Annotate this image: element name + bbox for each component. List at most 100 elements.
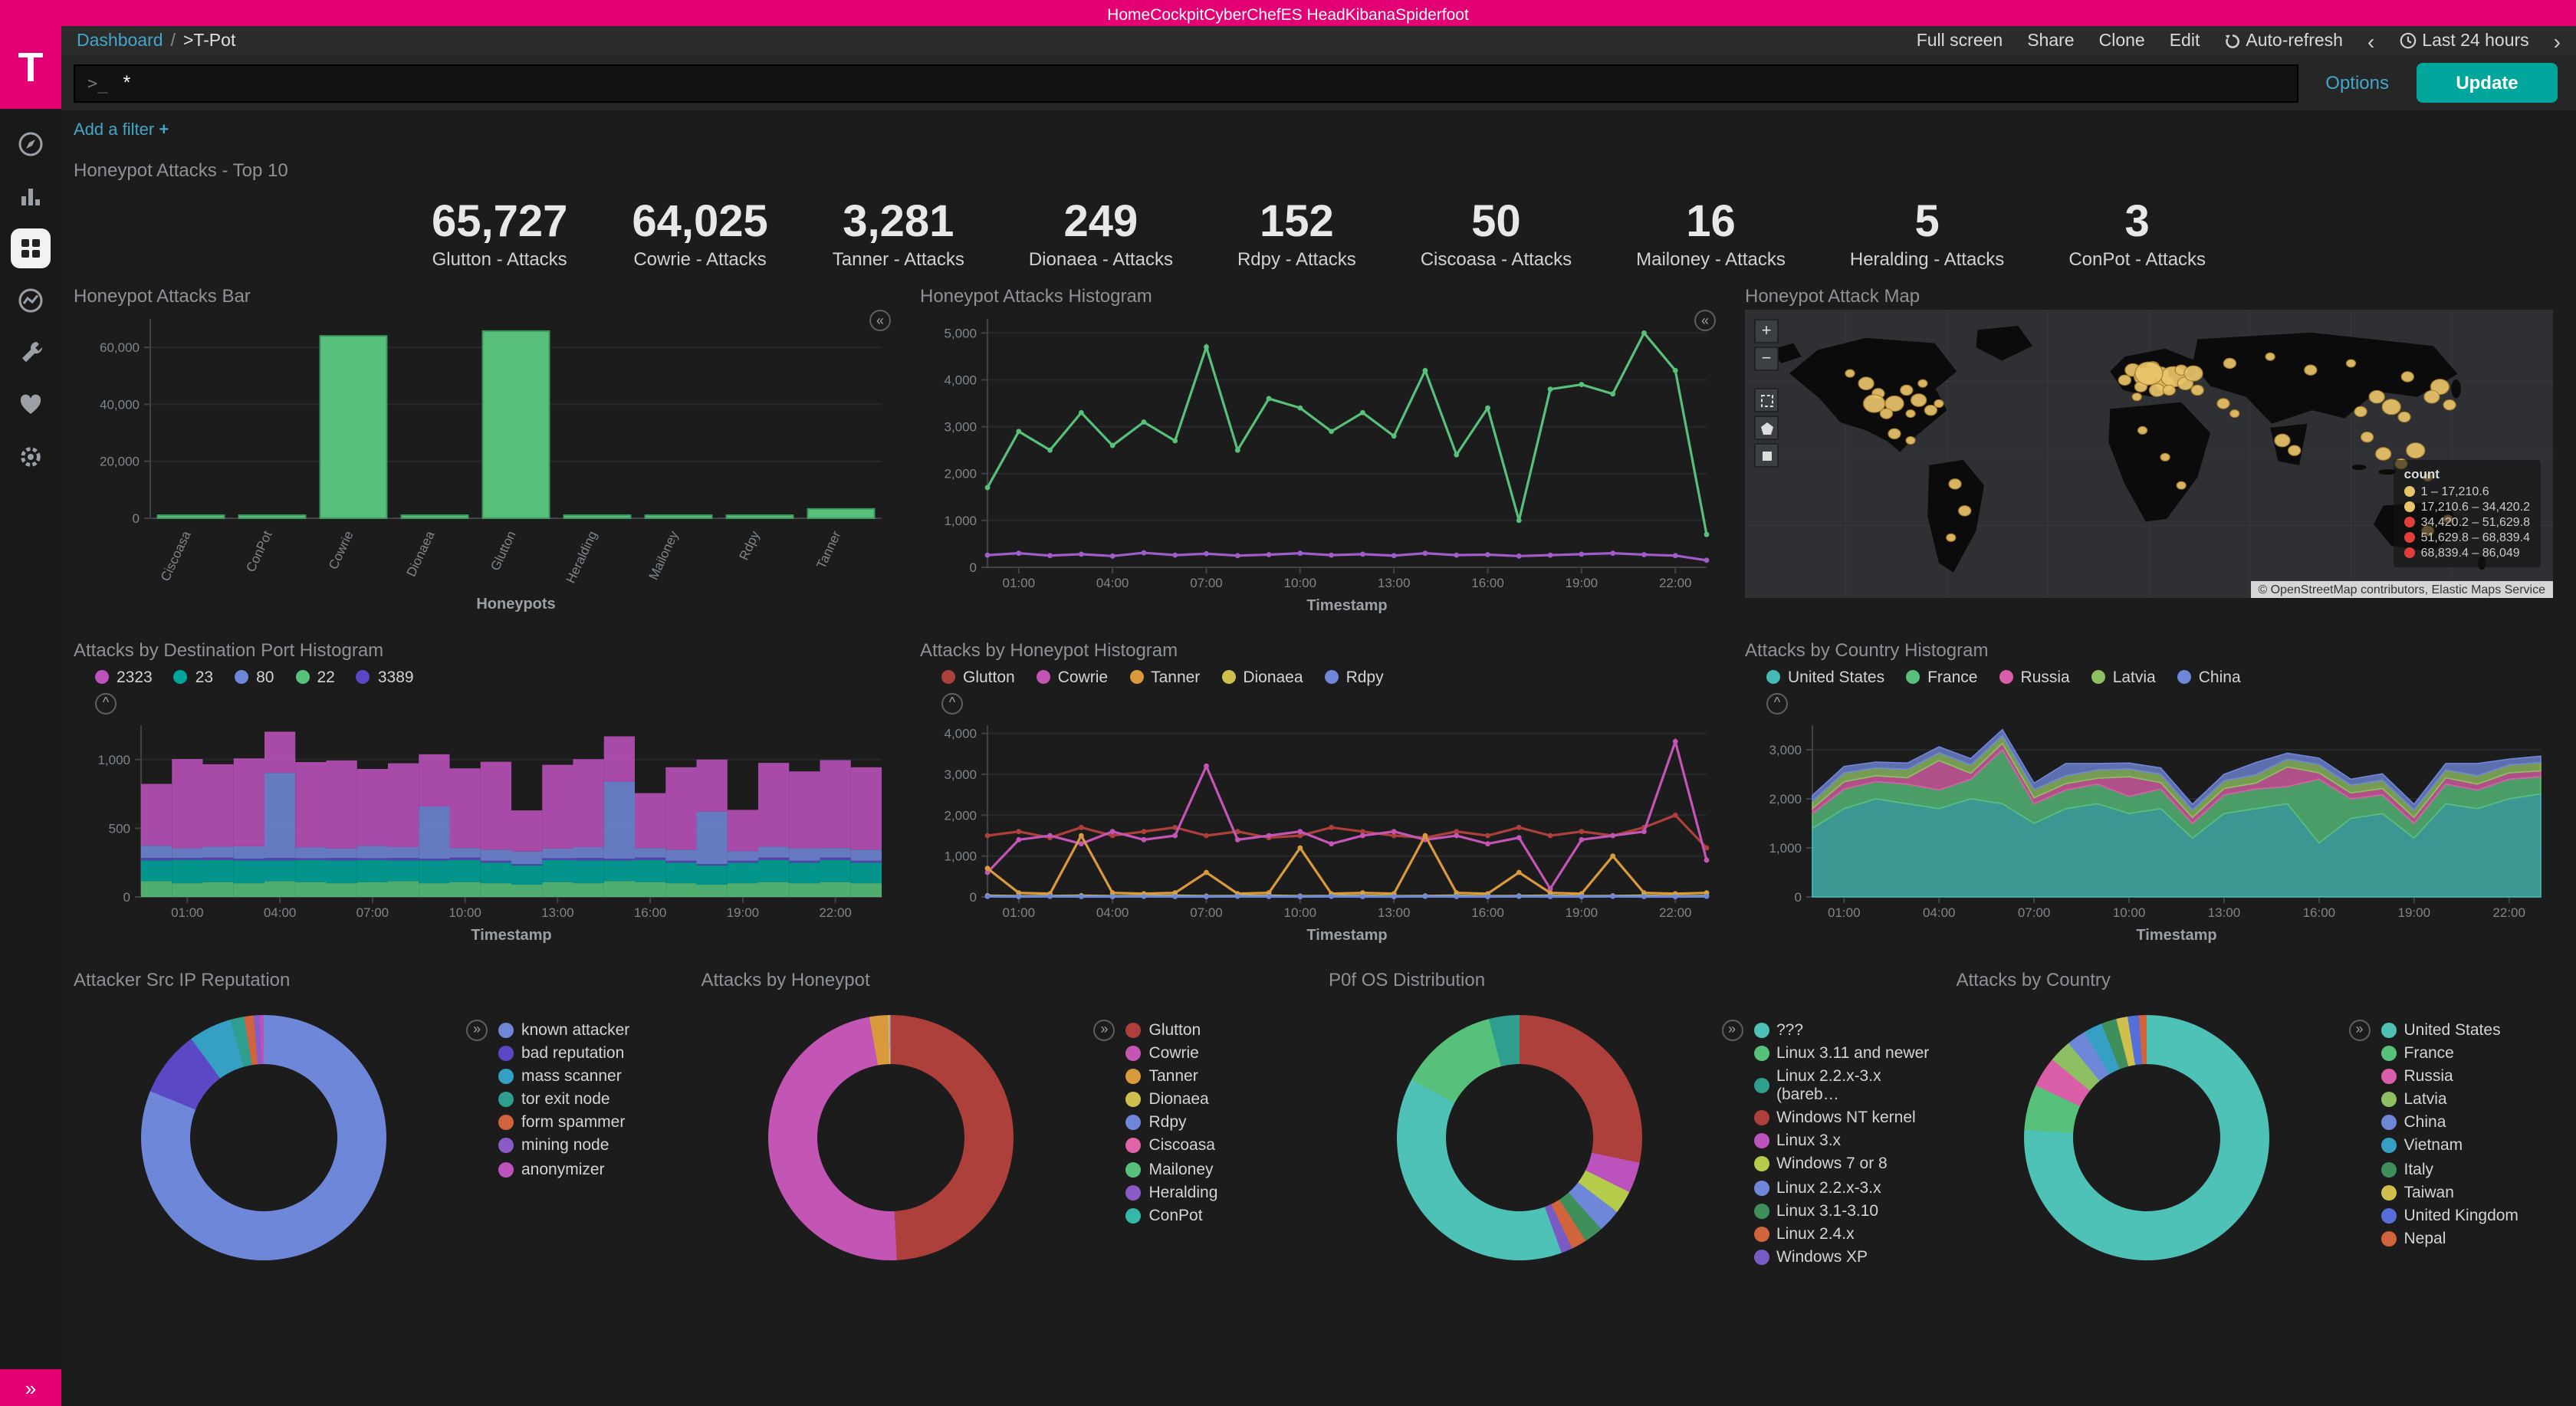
honeypot-attacks-bar-chart[interactable]: 0 20,000 40,000 60,000 Ciscoasa ConPot Cowrie D… — [74, 310, 894, 625]
dev-tools-icon[interactable] — [11, 333, 51, 373]
management-icon[interactable] — [11, 437, 51, 477]
legend-item[interactable]: Rdpy — [1324, 669, 1384, 687]
update-button[interactable]: Update — [2417, 63, 2558, 103]
legend-item[interactable]: Tanner — [1129, 669, 1200, 687]
top-nav-link[interactable]: Spiderfoot — [1395, 5, 1469, 24]
legend-item[interactable]: Glutton — [1125, 1020, 1218, 1039]
p0f-os-donut[interactable] — [1396, 1014, 1641, 1260]
time-range-picker[interactable]: Last 24 hours — [2399, 31, 2529, 50]
legend-item[interactable]: Dionaea — [1125, 1090, 1218, 1109]
honeypot-attacks-histogram-chart[interactable]: 0 1,000 2,000 3,000 4,000 5,000 01:00 04:00 07:0… — [920, 310, 1719, 625]
legend-item[interactable]: Cowrie — [1036, 669, 1108, 687]
chrome-action-link[interactable]: Share — [2027, 31, 2075, 50]
legend-item[interactable]: Linux 2.2.x-3.x (bareb… — [1753, 1067, 1937, 1104]
sidebar-collapse-button[interactable]: » — [0, 1369, 61, 1406]
legend-item[interactable]: France — [1906, 669, 1977, 687]
search-query-input[interactable] — [123, 72, 2285, 94]
legend-item[interactable]: mass scanner — [498, 1067, 629, 1086]
legend-collapse-icon[interactable]: ^ — [1766, 692, 1788, 714]
legend-collapse-icon[interactable]: « — [869, 310, 891, 332]
legend-collapse-icon[interactable]: » — [1721, 1019, 1743, 1041]
legend-item[interactable]: bad reputation — [498, 1043, 629, 1062]
legend-collapse-icon[interactable]: ^ — [95, 692, 117, 714]
legend-item[interactable]: Russia — [1999, 669, 2070, 687]
legend-item[interactable]: Glutton — [941, 669, 1015, 687]
legend-item[interactable]: Heralding — [1125, 1184, 1217, 1202]
top-nav-link[interactable]: CyberChef — [1204, 5, 1281, 24]
legend-item[interactable]: known attacker — [498, 1020, 629, 1039]
chrome-action-link[interactable]: Full screen — [1916, 31, 2003, 50]
legend-item[interactable]: Linux 3.x — [1753, 1132, 1937, 1151]
map-rectangle-button[interactable] — [1754, 443, 1779, 468]
legend-item[interactable]: Ciscoasa — [1125, 1137, 1218, 1155]
attacks-by-honeypot-histogram-chart[interactable]: 0 1,000 2,000 3,000 4,000 01:00 04:00 07:00 10:0… — [920, 716, 1719, 954]
dest-port-histogram-chart[interactable]: 0 500 1,000 01:00 04:00 07:00 10:00 13:00 16:00 1… — [74, 716, 894, 954]
legend-collapse-icon[interactable]: » — [466, 1019, 488, 1041]
legend-collapse-icon[interactable]: » — [1093, 1019, 1116, 1041]
legend-item[interactable]: Rdpy — [1125, 1114, 1218, 1132]
discover-icon[interactable] — [11, 124, 51, 164]
top-nav-link[interactable]: Home — [1107, 5, 1151, 24]
top-nav-link[interactable]: ES Head — [1280, 5, 1346, 24]
legend-item[interactable]: Windows NT kernel — [1753, 1109, 1937, 1127]
legend-item[interactable]: Italy — [2380, 1160, 2518, 1178]
legend-item[interactable]: United States — [2380, 1020, 2518, 1039]
map-zoom-in-button[interactable]: + — [1754, 319, 1779, 344]
time-next-icon[interactable]: › — [2553, 28, 2561, 53]
legend-item[interactable]: Russia — [2380, 1067, 2518, 1086]
attack-map[interactable]: + − count 1 – 17,210.6 17,210.6 – 34,420.… — [1745, 310, 2553, 599]
legend-item[interactable]: form spammer — [498, 1114, 629, 1132]
legend-collapse-icon[interactable]: ^ — [941, 692, 963, 714]
legend-collapse-icon[interactable]: » — [2348, 1019, 2371, 1041]
map-zoom-out-button[interactable]: − — [1754, 347, 1779, 372]
legend-item[interactable]: Windows 7 or 8 — [1753, 1155, 1937, 1174]
legend-item[interactable]: 2323 — [95, 669, 153, 687]
legend-collapse-icon[interactable]: « — [1694, 310, 1716, 332]
legend-item[interactable]: ??? — [1753, 1020, 1937, 1039]
monitoring-icon[interactable] — [11, 385, 51, 425]
legend-item[interactable]: Dionaea — [1221, 669, 1303, 687]
legend-item[interactable]: mining node — [498, 1137, 629, 1155]
breadcrumb-dashboard-link[interactable]: Dashboard — [77, 31, 163, 50]
legend-item[interactable]: Linux 2.2.x-3.x — [1753, 1178, 1937, 1197]
dashboard-icon[interactable] — [11, 228, 51, 268]
visualize-icon[interactable] — [11, 176, 51, 216]
add-filter-link[interactable]: Add a filter + — [74, 121, 169, 140]
time-prev-icon[interactable]: ‹ — [2367, 28, 2375, 53]
legend-item[interactable]: United Kingdom — [2380, 1207, 2518, 1225]
top-nav-link[interactable]: Kibana — [1345, 5, 1396, 24]
legend-item[interactable]: 80 — [235, 669, 274, 687]
query-options-link[interactable]: Options — [2325, 72, 2389, 94]
legend-item[interactable]: United States — [1766, 669, 1884, 687]
src-ip-reputation-donut[interactable] — [141, 1014, 386, 1260]
legend-item[interactable]: Linux 3.1-3.10 — [1753, 1202, 1937, 1220]
legend-item[interactable]: 22 — [295, 669, 335, 687]
attacks-by-honeypot-donut[interactable] — [768, 1014, 1014, 1260]
map-box-select-button[interactable] — [1754, 388, 1779, 413]
legend-item[interactable]: Latvia — [2380, 1090, 2518, 1109]
legend-item[interactable]: ConPot — [1125, 1207, 1218, 1225]
top-nav-link[interactable]: Cockpit — [1150, 5, 1204, 24]
legend-item[interactable]: Mailoney — [1125, 1160, 1218, 1178]
legend-item[interactable]: China — [2177, 669, 2241, 687]
auto-refresh-button[interactable]: Auto-refresh — [2224, 31, 2343, 50]
chrome-action-link[interactable]: Edit — [2169, 31, 2200, 50]
legend-item[interactable]: Linux 2.4.x — [1753, 1225, 1937, 1243]
legend-item[interactable]: Vietnam — [2380, 1137, 2518, 1155]
legend-item[interactable]: tor exit node — [498, 1090, 629, 1109]
legend-item[interactable]: Latvia — [2091, 669, 2156, 687]
legend-item[interactable]: Linux 3.11 and newer — [1753, 1043, 1937, 1062]
chrome-action-link[interactable]: Clone — [2098, 31, 2145, 50]
legend-item[interactable]: 23 — [173, 669, 213, 687]
legend-item[interactable]: Windows XP — [1753, 1248, 1937, 1266]
map-polygon-select-button[interactable] — [1754, 416, 1779, 441]
legend-item[interactable]: France — [2380, 1043, 2518, 1062]
legend-item[interactable]: Cowrie — [1125, 1043, 1218, 1062]
legend-item[interactable]: anonymizer — [498, 1160, 629, 1178]
legend-item[interactable]: Taiwan — [2380, 1184, 2518, 1202]
attacks-by-country-donut[interactable] — [2023, 1014, 2269, 1260]
legend-item[interactable]: Nepal — [2380, 1230, 2518, 1248]
legend-item[interactable]: Tanner — [1125, 1067, 1218, 1086]
legend-item[interactable]: China — [2380, 1114, 2518, 1132]
timelion-icon[interactable] — [11, 281, 51, 320]
